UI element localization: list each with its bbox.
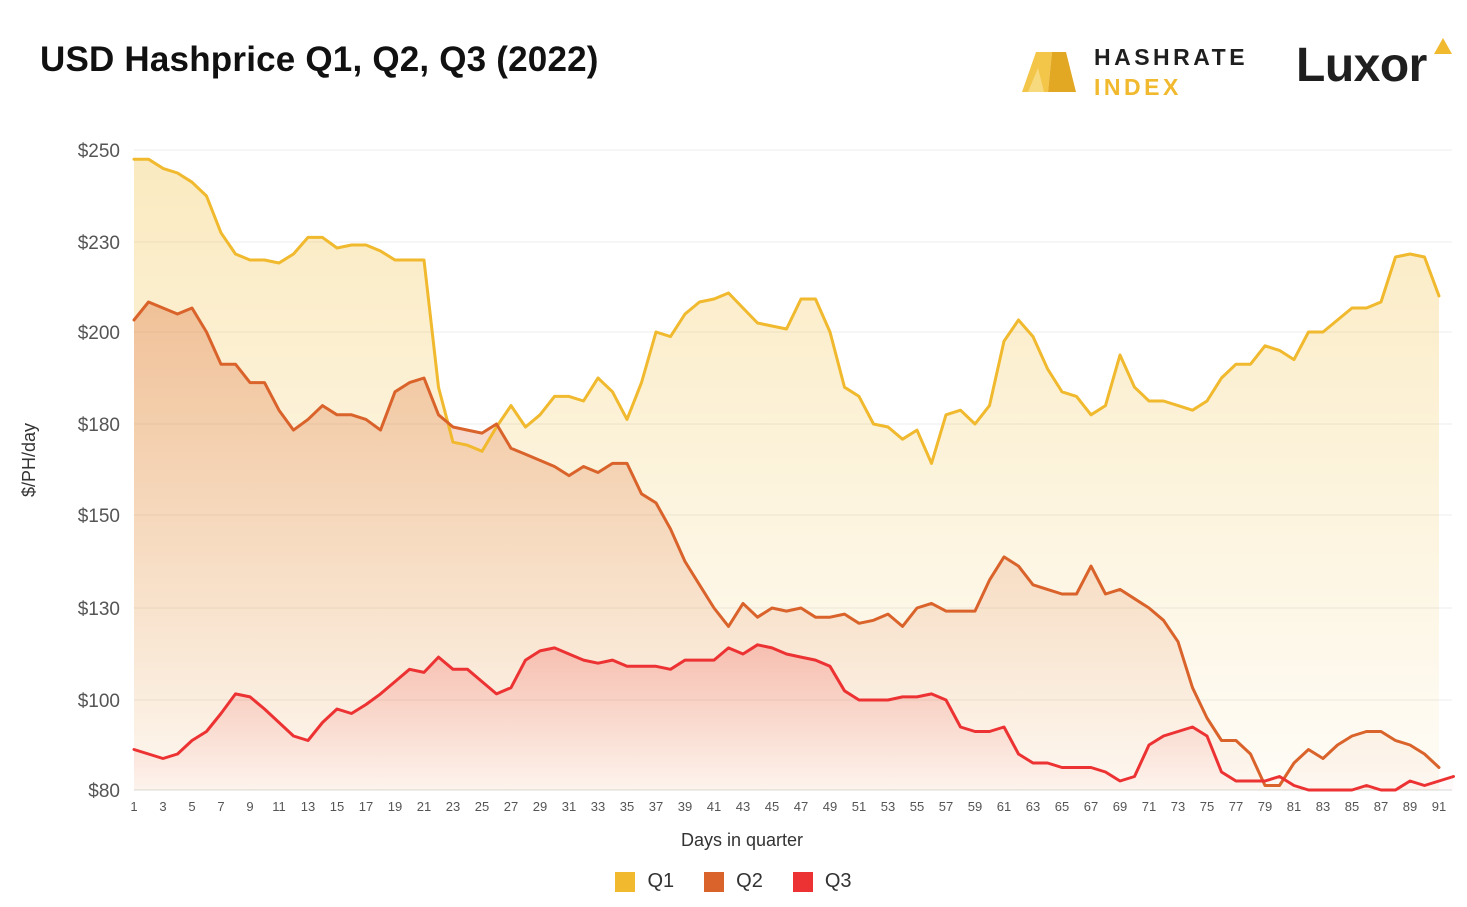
x-tick-label: 87 (1374, 799, 1388, 814)
legend: Q1 Q2 Q3 (0, 870, 1467, 893)
x-tick-label: 35 (620, 799, 634, 814)
x-tick-label: 43 (736, 799, 750, 814)
x-tick-label: 25 (475, 799, 489, 814)
luxor-wordmark: Luxor (1296, 39, 1427, 92)
x-tick-label: 61 (997, 799, 1011, 814)
x-tick-label: 81 (1287, 799, 1301, 814)
x-tick-label: 7 (217, 799, 224, 814)
hashrate-index-logo: HASHRATE INDEX (1022, 44, 1262, 100)
hashrate-index-logo-mark (1022, 52, 1076, 92)
x-tick-label: 89 (1403, 799, 1417, 814)
y-tick-label: $130 (78, 599, 120, 620)
y-tick-label: $200 (78, 323, 120, 344)
x-tick-label: 33 (591, 799, 605, 814)
y-tick-label: $230 (78, 233, 120, 254)
x-tick-label: 71 (1142, 799, 1156, 814)
x-tick-label: 13 (301, 799, 315, 814)
x-tick-label: 31 (562, 799, 576, 814)
hashrate-word: HASHRATE (1094, 44, 1249, 70)
x-tick-label: 17 (359, 799, 373, 814)
x-tick-label: 37 (649, 799, 663, 814)
y-tick-label: $180 (78, 415, 120, 436)
x-tick-label: 57 (939, 799, 953, 814)
legend-item-q3[interactable]: Q3 (792, 870, 852, 893)
x-tick-label: 75 (1200, 799, 1214, 814)
legend-item-q2[interactable]: Q2 (704, 870, 763, 893)
x-tick-label: 47 (794, 799, 808, 814)
x-axis-label: Days in quarter (681, 830, 803, 850)
chart-title: USD Hashprice Q1, Q2, Q3 (2022) (40, 40, 599, 79)
x-tick-label: 79 (1258, 799, 1272, 814)
y-tick-label: $250 (78, 141, 120, 162)
x-tick-label: 5 (188, 799, 195, 814)
x-tick-label: 29 (533, 799, 547, 814)
x-tick-label: 1 (130, 799, 137, 814)
luxor-logo: Luxor (1296, 38, 1452, 93)
x-axis-ticks: 1 3 5 7 9 11 13 15 17 19 21 23 25 27 29 31 33 35 37 39 41 43 4… (130, 799, 1446, 814)
x-tick-label: 83 (1316, 799, 1330, 814)
legend-label-q1: Q1 (647, 870, 675, 892)
series-area-q3 (134, 644, 1454, 790)
x-tick-label: 41 (707, 799, 721, 814)
legend-swatch-q1 (615, 871, 636, 892)
x-tick-label: 9 (246, 799, 253, 814)
series-line-q3 (132, 643, 1455, 792)
x-tick-label: 19 (388, 799, 402, 814)
y-axis-ticks: $80 $100 $130 $150 $180 $200 $230 $250 (78, 141, 120, 802)
x-tick-label: 51 (852, 799, 866, 814)
y-tick-label: $100 (78, 691, 120, 712)
x-tick-label: 59 (968, 799, 982, 814)
x-tick-label: 11 (272, 799, 286, 814)
x-tick-label: 69 (1113, 799, 1127, 814)
legend-label-q3: Q3 (824, 870, 852, 892)
legend-item-q1[interactable]: Q1 (615, 870, 674, 893)
series-lines (132, 157, 1455, 792)
series-line-q2 (132, 300, 1441, 787)
x-tick-label: 67 (1084, 799, 1098, 814)
x-tick-label: 55 (910, 799, 924, 814)
x-tick-label: 23 (446, 799, 460, 814)
legend-label-q2: Q2 (736, 870, 763, 892)
luxor-logo-mark (1434, 38, 1452, 54)
x-tick-label: 91 (1432, 799, 1446, 814)
series-areas (134, 159, 1454, 790)
x-tick-label: 49 (823, 799, 837, 814)
x-tick-label: 15 (330, 799, 344, 814)
x-tick-label: 65 (1055, 799, 1069, 814)
x-tick-label: 85 (1345, 799, 1359, 814)
legend-swatch-q3 (792, 871, 813, 892)
index-word: INDEX (1094, 74, 1182, 100)
x-tick-label: 27 (504, 799, 518, 814)
x-tick-label: 39 (678, 799, 692, 814)
x-tick-label: 3 (159, 799, 166, 814)
x-tick-label: 77 (1229, 799, 1243, 814)
y-tick-label: $80 (88, 781, 120, 802)
y-tick-label: $150 (78, 506, 120, 527)
legend-swatch-q2 (704, 871, 725, 892)
series-line-q1 (132, 157, 1441, 465)
x-tick-label: 53 (881, 799, 895, 814)
x-tick-label: 45 (765, 799, 779, 814)
x-tick-label: 63 (1026, 799, 1040, 814)
x-tick-label: 21 (417, 799, 431, 814)
x-tick-label: 73 (1171, 799, 1185, 814)
y-axis-label: $/PH/day (19, 423, 39, 497)
